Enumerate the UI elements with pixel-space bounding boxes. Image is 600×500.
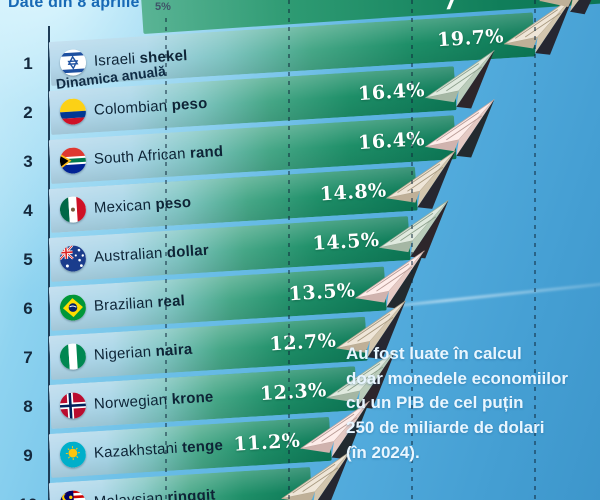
rank-number-6: 6: [23, 299, 33, 318]
currency-unit: naira: [155, 340, 193, 361]
flag-norway-icon: [59, 391, 87, 420]
currency-name-prefix: Norwegian: [93, 391, 168, 413]
gridline-10pct: [288, 0, 290, 500]
rank-number-2: 2: [23, 103, 33, 122]
currency-bar-stripe-mexico: Mexican peso 14.8%: [48, 150, 456, 233]
methodology-note: Au fost luate în calcul doar monedele ec…: [346, 344, 568, 462]
currency-name: Australian dollar: [93, 242, 209, 266]
currency-name-prefix: Nigerian: [93, 343, 152, 364]
currency-bar-stripe-nigeria: Nigerian naira 12.7%: [48, 300, 406, 380]
rank-number-9: 9: [23, 446, 33, 465]
currency-name: Kazakhstani tenge: [93, 437, 223, 462]
currency-unit: peso: [171, 94, 208, 115]
currency-unit: peso: [154, 193, 192, 214]
currency-unit: rand: [189, 142, 224, 162]
gridline-5pct: [165, 18, 167, 500]
value-label: 12.7%: [268, 329, 337, 356]
currency-bar-stripe-southafrica: South African rand 16.4%: [48, 99, 495, 184]
gridline-15pct: [411, 0, 413, 500]
value-label: 12.3%: [259, 379, 328, 406]
paper-plane-icon: [316, 344, 412, 422]
value-label: 14.5%: [311, 228, 381, 255]
axis-zero-line: [48, 26, 50, 500]
paper-plane-icon: [376, 144, 472, 222]
flag-kazakhstan-icon: [59, 440, 87, 469]
value-label: 13.5%: [288, 279, 357, 306]
currency-name-prefix: South African: [93, 145, 187, 168]
paper-plane-icon: [290, 394, 386, 472]
paper-plane-icon: [345, 244, 441, 322]
paper-plane-icon: [415, 93, 511, 171]
flag-brazil-icon: [59, 293, 87, 322]
axis-tick-label-5pct: 5%: [155, 1, 171, 13]
currency-bar-stripe-norway: Norwegian krone 12.3%: [48, 350, 396, 429]
paper-plane-icon: [271, 445, 367, 500]
currency-bar-stripe-israel: Israeli shekel 19.7%: [48, 0, 574, 86]
currency-bar-stripe-australia: Australian dollar 14.5%: [48, 200, 449, 282]
currency-name: Colombian peso: [93, 95, 208, 119]
currency-name: South African rand: [93, 143, 223, 168]
rank-number-10: 10: [14, 495, 42, 500]
currency-name: Norwegian krone: [93, 389, 214, 413]
value-label: 11.2%: [232, 429, 302, 456]
paper-plane-icon: [531, 0, 600, 25]
currency-bar-stripe-kazakhstan: Kazakhstani tenge 11.2%: [48, 400, 370, 478]
flag-malaysia-icon: [59, 489, 87, 500]
rank-number-7: 7: [23, 348, 33, 367]
gridline-20pct: [534, 0, 536, 500]
value-label: 14.8%: [319, 179, 388, 206]
currency-unit: tenge: [181, 436, 224, 457]
currency-name-prefix: Colombian: [93, 97, 168, 119]
flag-colombia-icon: [59, 97, 87, 126]
currency-unit: real: [156, 292, 186, 311]
currency-name-prefix: Malaysian: [93, 490, 163, 500]
paper-plane-icon: [494, 0, 590, 68]
currency-bar-stripe-brazil: Brazilian real 13.5%: [48, 250, 425, 331]
currency-unit: ringgit: [166, 486, 216, 500]
flag-nigeria-icon: [59, 342, 87, 371]
currency-name: Brazilian real: [93, 292, 185, 315]
currency-name-prefix: Brazilian: [93, 294, 154, 315]
paper-plane-icon: [369, 194, 465, 272]
date-note-label: Date din 8 aprilie: [8, 0, 140, 11]
currency-name-prefix: Mexican: [93, 196, 152, 217]
rank-number-4: 4: [23, 201, 33, 220]
flag-southafrica-icon: [59, 146, 87, 175]
currency-name: Mexican peso: [93, 194, 191, 217]
top-clipped-glyph: 7: [437, 0, 465, 19]
value-label: 16.4%: [357, 79, 426, 106]
flag-mexico-icon: [59, 195, 87, 224]
currency-name: Nigerian naira: [93, 341, 193, 364]
currency-unit: dollar: [166, 241, 210, 262]
rank-number-5: 5: [23, 250, 33, 269]
paper-plane-icon: [326, 294, 422, 372]
currency-name-prefix: Australian: [93, 244, 164, 266]
paper-plane-icon: [415, 44, 511, 122]
value-label: 16.4%: [357, 128, 426, 155]
flag-israel-icon: [59, 48, 87, 77]
currency-bar-stripe-colombia: Colombian peso 16.4%: [48, 50, 495, 135]
currency-unit: krone: [171, 388, 214, 409]
rank-number-8: 8: [23, 397, 33, 416]
currency-name: Malaysian ringgit: [93, 486, 216, 500]
rank-number-1: 1: [23, 54, 33, 73]
currency-bar-stripe-malaysia: Malaysian ringgit: [48, 451, 351, 500]
rank-number-3: 3: [23, 152, 33, 171]
flag-australia-icon: [59, 244, 87, 273]
